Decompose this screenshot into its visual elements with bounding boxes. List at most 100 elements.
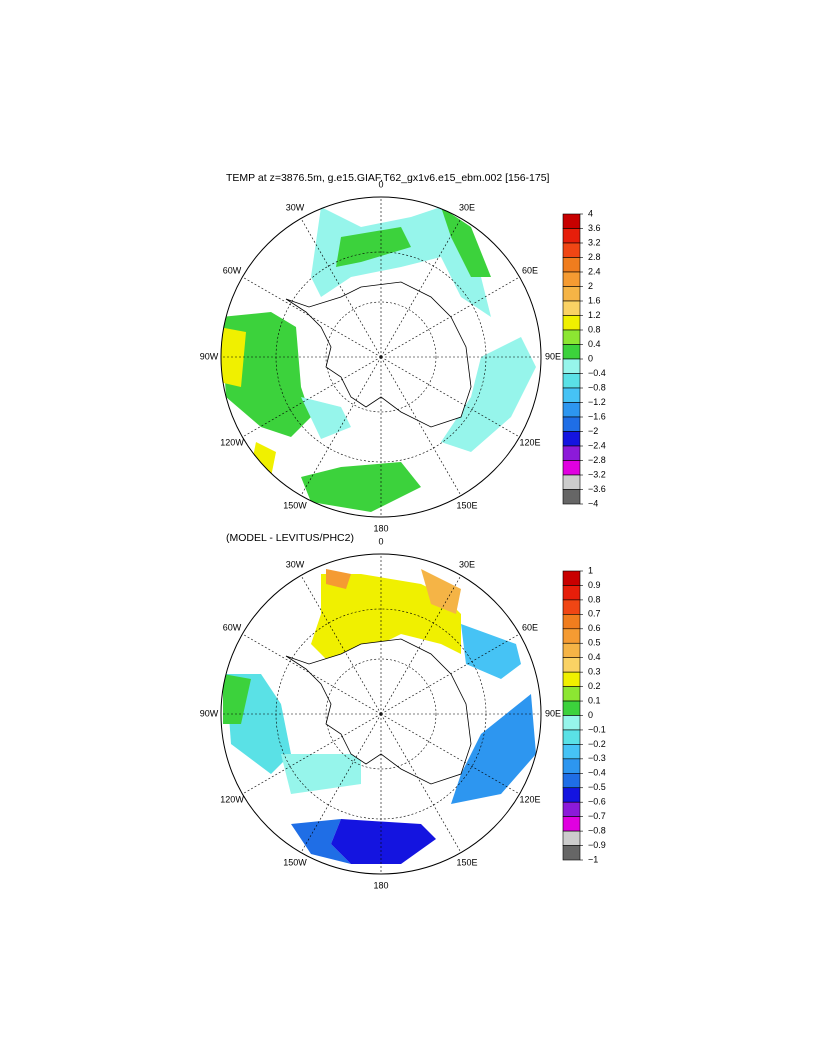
colorbar-box [562, 315, 581, 331]
colorbar-label: 1.6 [588, 295, 601, 305]
colorbar-label: 0.1 [588, 695, 601, 705]
meridian-line [300, 713, 382, 853]
colorbar-label: 2.4 [588, 266, 601, 276]
meridian-line [380, 713, 520, 795]
colorbar-label: 0.4 [588, 652, 601, 662]
colorbar-box [562, 489, 581, 505]
colorbar-label: 0.3 [588, 667, 601, 677]
colorbar-label: 0.8 [588, 594, 601, 604]
colorbar-label: 0 [588, 353, 593, 363]
colorbar-box [562, 585, 581, 601]
latitude-line [325, 301, 437, 413]
colorbar-box [562, 758, 581, 774]
lon-label: 30W [286, 202, 305, 212]
colorbar-box [562, 729, 581, 745]
colorbar-box [562, 242, 581, 258]
colorbar-box [562, 628, 581, 644]
colorbar-box [562, 715, 581, 731]
colorbar-label: −0.4 [588, 368, 606, 378]
meridian-line [380, 713, 462, 853]
map-title: (MODEL - LEVITUS/PHC2) [226, 532, 354, 544]
colorbar-label: 4 [588, 208, 593, 218]
map-border [220, 553, 542, 875]
colorbar-label: 0.6 [588, 623, 601, 633]
colorbar-box [562, 700, 581, 716]
colorbar-box [562, 744, 581, 760]
colorbar-box [562, 642, 581, 658]
colorbar-label: −0.7 [588, 811, 606, 821]
colorbar-box [562, 286, 581, 302]
lon-label: 180 [373, 523, 388, 533]
colorbar-box [562, 816, 581, 832]
lon-label: 180 [373, 880, 388, 890]
lon-label: 60E [522, 622, 538, 632]
lon-label: 0 [378, 179, 383, 189]
colorbar-box [562, 257, 581, 273]
lon-label: 120W [220, 794, 244, 804]
lon-label: 120E [519, 794, 540, 804]
colorbar-label: −1.2 [588, 397, 606, 407]
lon-label: 120E [519, 437, 540, 447]
lon-label: 90W [200, 708, 219, 718]
colorbar-box [562, 686, 581, 702]
lon-label: 60E [522, 265, 538, 275]
colorbar-box [562, 787, 581, 803]
colorbar-box [562, 445, 581, 461]
colorbar-label: 2.8 [588, 252, 601, 262]
colorbar-box [562, 228, 581, 244]
map-grid: 0 30E 60E 90E 120E 150E 180 150W 120W 90W 60W 30W [200, 536, 561, 890]
colorbar-label: 0.7 [588, 609, 601, 619]
colorbar-label: 3.2 [588, 237, 601, 247]
colorbar-box [562, 801, 581, 817]
meridian-line [380, 575, 462, 715]
colorbar-box [562, 845, 581, 861]
colorbar-label: −4 [588, 498, 598, 508]
meridian-line [242, 276, 382, 358]
meridian-line [242, 713, 382, 795]
lon-label: 30W [286, 559, 305, 569]
colorbar-label: −0.1 [588, 724, 606, 734]
colorbar-label: −0.9 [588, 840, 606, 850]
colorbar-label: 0.5 [588, 638, 601, 648]
meridian-line [380, 276, 520, 358]
colorbar-box [562, 416, 581, 432]
lon-label: 0 [378, 536, 383, 546]
latitude-line [325, 658, 437, 770]
colorbar-label: 2 [588, 281, 593, 291]
colorbar-box [562, 657, 581, 673]
meridian-line [380, 633, 520, 715]
map-field [223, 569, 536, 864]
colorbar-box [562, 671, 581, 687]
colorbar-box [562, 599, 581, 615]
colorbar-box [562, 570, 581, 586]
colorbar-label: 3.6 [588, 223, 601, 233]
colorbar-box [562, 402, 581, 418]
lon-label: 90E [545, 351, 561, 361]
lon-label: 150W [283, 500, 307, 510]
lon-label: 30E [459, 202, 475, 212]
lon-label: 60W [223, 265, 242, 275]
colorbar-label: 0.9 [588, 580, 601, 590]
colorbar-label: 1.2 [588, 310, 601, 320]
lon-label: 30E [459, 559, 475, 569]
colorbar-box [562, 460, 581, 476]
meridian-line [242, 356, 382, 438]
map-grid: 0 30E 60E 90E 120E 150E 180 150W 120W 90W 60W 30W [200, 179, 561, 533]
colorbar-label: −3.6 [588, 484, 606, 494]
colorbar-label: −0.3 [588, 753, 606, 763]
meridian-line [380, 356, 462, 496]
colorbar-label: −0.8 [588, 382, 606, 392]
colorbar-box [562, 300, 581, 316]
meridian-line [300, 356, 382, 496]
lon-label: 150W [283, 857, 307, 867]
colorbar-label: 0.8 [588, 324, 601, 334]
colorbar-label: −0.4 [588, 768, 606, 778]
colorbar-label: −2.4 [588, 440, 606, 450]
meridian-line [300, 218, 382, 358]
lon-label: 150E [456, 857, 477, 867]
meridian-line [300, 575, 382, 715]
colorbar-box [562, 344, 581, 360]
colorbar-box [562, 474, 581, 490]
colorbar-box [562, 830, 581, 846]
lon-label: 60W [223, 622, 242, 632]
